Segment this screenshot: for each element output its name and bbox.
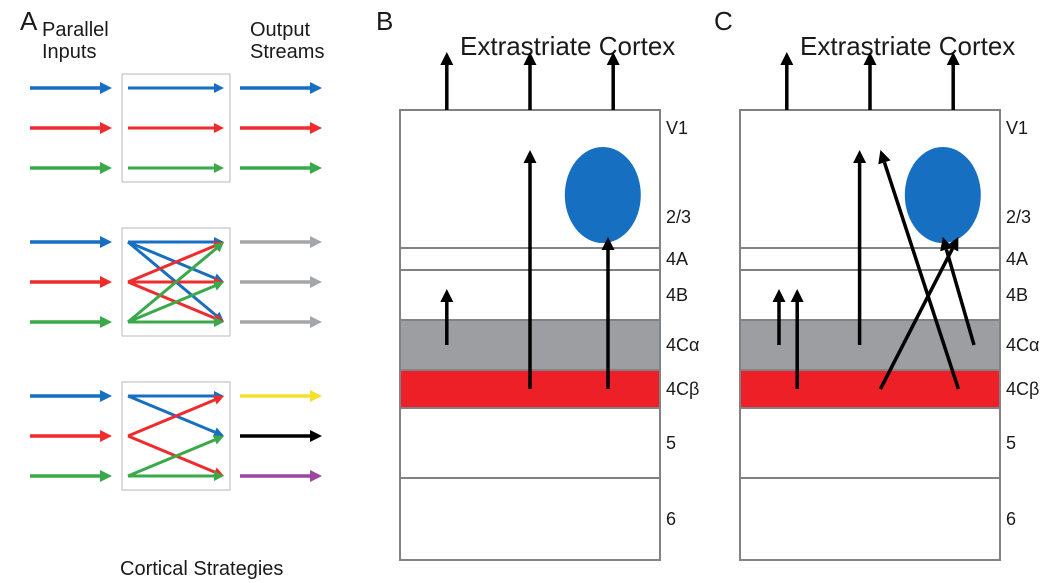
layer-label: 2/3 (1006, 207, 1031, 227)
extrastriate-title: Extrastriate Cortex (460, 31, 675, 61)
layer-label: 4Cβ (1006, 379, 1039, 399)
layer-label: 6 (1006, 509, 1016, 529)
layer-label: 2/3 (666, 207, 691, 227)
blob-icon (565, 147, 641, 243)
v1-label: V1 (1006, 118, 1028, 138)
panel-b: B Extrastriate Cortex V1 2/3 4A 4B 4Cα 4Cβ 5 6 (376, 6, 699, 560)
figure-root: AParallelInputs OutputStreams Cortical Str… (0, 0, 1050, 583)
layer-label: 4B (1006, 285, 1028, 305)
panel-c: C Extrastriate Cortex V1 2/3 4A 4B 4Cα 4Cβ 5 6 (714, 6, 1039, 560)
layer-label: 4A (666, 249, 688, 269)
layer-label: 5 (1006, 433, 1016, 453)
layer-label: 5 (666, 433, 676, 453)
panel-a-letter: A (20, 6, 38, 36)
layer-label: 4Cα (1006, 335, 1039, 355)
layer-label: 4B (666, 285, 688, 305)
panel-c-letter: C (714, 6, 733, 36)
layer-label: 4A (1006, 249, 1028, 269)
layer-label: 4Cα (666, 335, 699, 355)
layer-label: 6 (666, 509, 676, 529)
parallel-inputs-label: ParallelInputs (42, 19, 109, 63)
blob-icon (905, 147, 981, 243)
layer-label: 4Cβ (666, 379, 699, 399)
panel-a: AParallelInputs OutputStreams Cortical Str… (20, 6, 324, 580)
panel-b-letter: B (376, 6, 393, 36)
v1-label: V1 (666, 118, 688, 138)
extrastriate-title: Extrastriate Cortex (800, 31, 1015, 61)
figure-svg: AParallelInputs OutputStreams Cortical Str… (0, 0, 1050, 583)
cortical-strategies-label: Cortical Strategies (120, 558, 283, 580)
output-streams-label: OutputStreams (250, 19, 324, 63)
layer-4Cb-fill (740, 370, 1000, 408)
